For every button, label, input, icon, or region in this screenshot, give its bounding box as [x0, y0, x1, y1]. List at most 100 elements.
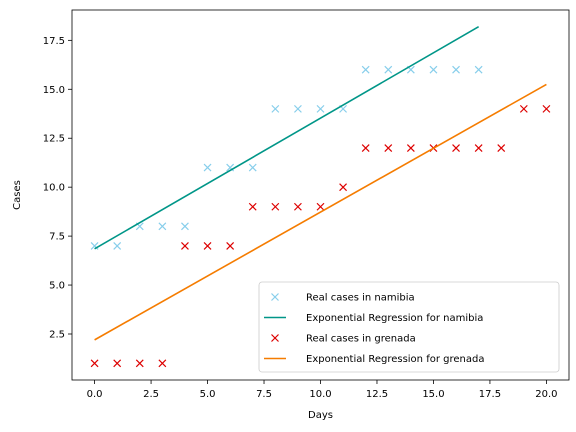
y-axis: 2.5 5.0 7.5 10.0 12.5 15.0 17.5 [43, 36, 72, 340]
data-point [158, 359, 167, 368]
series-layer [90, 25, 551, 368]
data-point [519, 104, 528, 113]
marker-stroke [429, 65, 438, 74]
legend-item: Exponential Regression for namibia [264, 313, 483, 324]
data-point [452, 144, 460, 152]
marker-stroke [181, 241, 189, 250]
marker-stroke [497, 144, 506, 152]
x-tick-label: 10.0 [309, 389, 331, 400]
marker-stroke [113, 241, 122, 250]
marker-stroke [248, 163, 257, 172]
data-point [226, 241, 235, 250]
marker-stroke [90, 241, 99, 250]
marker-stroke [293, 202, 302, 211]
marker-stroke [203, 163, 212, 172]
marker-stroke [339, 104, 348, 113]
marker-stroke [158, 222, 167, 231]
y-tick-label: 7.5 [49, 232, 65, 243]
data-point [271, 202, 280, 211]
marker-stroke [271, 334, 279, 342]
legend: Real cases in namibia Exponential Regress… [258, 281, 560, 373]
legend-label: Real cases in namibia [306, 293, 415, 304]
data-point [293, 104, 302, 113]
legend-label: Exponential Regression for grenada [306, 354, 484, 365]
x-tick-label: 2.5 [143, 389, 159, 400]
data-point [384, 65, 393, 74]
data-point [181, 222, 189, 231]
data-point [429, 65, 438, 74]
data-point [406, 144, 415, 152]
data-point [248, 202, 257, 211]
y-tick-label: 2.5 [49, 329, 65, 340]
x-tick-label: 20.0 [535, 389, 557, 400]
legend-item: Exponential Regression for grenada [264, 354, 484, 365]
regression-line [94, 83, 547, 341]
data-point [271, 104, 280, 113]
marker-stroke [203, 241, 212, 250]
y-tick-label: 17.5 [43, 36, 65, 47]
data-point [384, 144, 393, 152]
data-point [474, 65, 483, 74]
data-point [497, 144, 506, 152]
legend-frame [258, 281, 560, 373]
marker-stroke [474, 65, 483, 74]
x-tick-label: 0.0 [87, 389, 103, 400]
y-tick-label: 10.0 [43, 183, 65, 194]
marker-stroke [248, 202, 257, 211]
data-point [293, 202, 302, 211]
legend-marker-swatch [271, 293, 279, 301]
marker-stroke [135, 359, 144, 368]
legend-label: Real cases in grenada [306, 334, 416, 345]
marker-stroke [158, 359, 167, 368]
marker-stroke [316, 202, 325, 211]
x-tick-label: 12.5 [366, 389, 388, 400]
marker-stroke [384, 65, 393, 74]
data-point [203, 241, 212, 250]
data-point [248, 163, 257, 172]
data-point [113, 359, 122, 368]
marker-stroke [339, 183, 348, 192]
marker-stroke [361, 65, 370, 74]
marker-stroke [452, 65, 460, 74]
y-axis-label: Cases [12, 180, 23, 210]
marker-stroke [406, 144, 415, 152]
marker-stroke [293, 104, 302, 113]
marker-stroke [384, 144, 393, 152]
series-2 [90, 104, 551, 368]
marker-stroke [361, 144, 370, 152]
regression-line [94, 25, 480, 250]
marker-stroke [113, 359, 122, 368]
data-point [474, 144, 483, 152]
data-point [316, 202, 325, 211]
y-tick-label: 5.0 [49, 281, 65, 292]
x-tick-label: 7.5 [256, 389, 272, 400]
data-point [361, 65, 370, 74]
data-point [452, 65, 460, 74]
marker-stroke [271, 104, 280, 113]
series-3 [94, 83, 547, 341]
marker-stroke [271, 202, 280, 211]
data-point [316, 104, 325, 113]
legend-marker-swatch [271, 334, 279, 342]
data-point [181, 241, 189, 250]
marker-stroke [271, 293, 279, 301]
x-tick-label: 17.5 [479, 389, 501, 400]
x-axis: 0.0 2.5 5.0 7.5 10.0 12.5 15.0 17.5 20.0 [87, 380, 558, 400]
legend-label: Exponential Regression for namibia [306, 313, 483, 324]
marker-stroke [474, 144, 483, 152]
data-point [339, 183, 348, 192]
x-tick-label: 15.0 [422, 389, 444, 400]
y-tick-label: 12.5 [43, 134, 65, 145]
data-point [135, 359, 144, 368]
data-point [113, 241, 122, 250]
marker-stroke [406, 65, 415, 74]
marker-stroke [452, 144, 460, 152]
data-point [158, 222, 167, 231]
marker-stroke [181, 222, 189, 231]
data-point [203, 163, 212, 172]
x-tick-label: 5.0 [200, 389, 216, 400]
series-1 [94, 25, 480, 250]
marker-stroke [135, 222, 144, 231]
series-0 [90, 65, 483, 250]
marker-stroke [519, 104, 528, 113]
